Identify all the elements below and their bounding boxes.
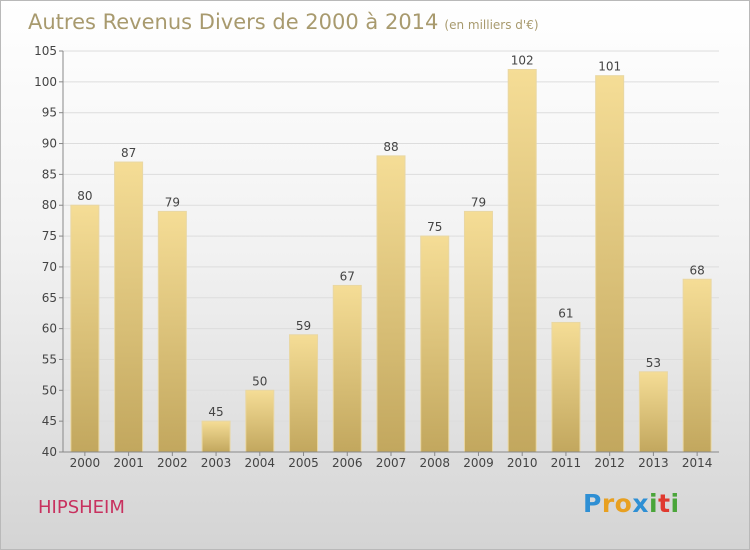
value-label-2000: 80 [77,189,92,203]
value-label-2003: 45 [208,405,223,419]
value-label-2013: 53 [646,356,661,370]
x-tick-label-2012: 2012 [594,456,625,470]
bar-2008 [420,235,450,453]
value-label-2002: 79 [165,195,180,209]
y-tick-label: 55 [42,352,57,366]
bar-2004 [245,389,275,453]
y-tick-label: 45 [42,414,57,428]
x-tick-label-2013: 2013 [638,456,669,470]
y-tick-label: 95 [42,106,57,120]
logo-letter: P [583,489,602,518]
commune-name: HIPSHEIM [38,497,125,518]
x-tick-label-2001: 2001 [113,456,144,470]
x-tick-label-2002: 2002 [157,456,188,470]
logo-letter: o [614,489,633,518]
value-label-2005: 59 [296,319,311,333]
bar-2011 [551,321,581,453]
y-tick-label: 80 [42,198,57,212]
x-tick-label-2014: 2014 [682,456,713,470]
x-tick-label-2010: 2010 [507,456,538,470]
logo-letter: i [670,489,680,518]
bar-2005 [289,334,319,453]
chart-subtitle: (en milliers d'€) [444,18,539,32]
value-label-2010: 102 [511,54,534,68]
value-label-2007: 88 [383,140,398,154]
logo-letter: t [658,489,671,518]
proxiti-logo: Proxiti [583,489,680,518]
value-label-2014: 68 [689,263,704,277]
x-tick-label-2004: 2004 [245,456,276,470]
y-tick-label: 75 [42,229,57,243]
logo-letter: x [632,489,649,518]
chart-title: Autres Revenus Divers de 2000 à 2014 (en … [28,10,539,34]
value-label-2012: 101 [598,60,621,74]
value-label-2006: 67 [340,269,355,283]
bar-2002 [157,210,187,453]
y-tick-label: 90 [42,137,57,151]
bars [70,69,712,453]
y-tick-label: 50 [42,383,57,397]
bar-2000 [70,204,100,453]
x-tick-label-2000: 2000 [70,456,101,470]
y-tick-label: 85 [42,167,57,181]
logo-letter: i [649,489,659,518]
value-label-2004: 50 [252,374,267,388]
y-tick-label: 100 [34,75,57,89]
y-tick-label: 40 [42,445,57,459]
bar-2001 [114,161,144,453]
x-tick-label-2007: 2007 [376,456,407,470]
bar-2014 [682,278,712,453]
bar-2007 [376,155,406,453]
axes: 40 45 50 55 60 65 70 75 80 85 90 95 100 105 2000 2001 20… [34,44,719,470]
bar-2003 [201,420,231,453]
value-label-2009: 79 [471,195,486,209]
bar-2013 [638,371,668,453]
y-tick-label: 70 [42,260,57,274]
x-tick-label-2006: 2006 [332,456,363,470]
x-tick-label-2011: 2011 [551,456,582,470]
x-tick-label-2003: 2003 [201,456,232,470]
value-label-2011: 61 [558,306,573,320]
x-tick-label-2005: 2005 [288,456,319,470]
y-tick-label: 60 [42,322,57,336]
value-label-2008: 75 [427,220,442,234]
y-tick-label: 105 [34,44,57,58]
logo-letter: r [601,489,615,518]
value-label-2001: 87 [121,146,136,160]
bar-2012 [595,75,625,453]
x-tick-label-2008: 2008 [419,456,450,470]
chart-title-text: Autres Revenus Divers de 2000 à 2014 [28,10,439,34]
bar-2010 [507,69,537,453]
bar-2009 [463,210,493,453]
bar-2006 [332,284,362,453]
y-tick-label: 65 [42,291,57,305]
value-labels: 80 87 79 45 50 59 67 88 75 79 102 61 101 53 68 [77,54,705,420]
x-tick-label-2009: 2009 [463,456,494,470]
